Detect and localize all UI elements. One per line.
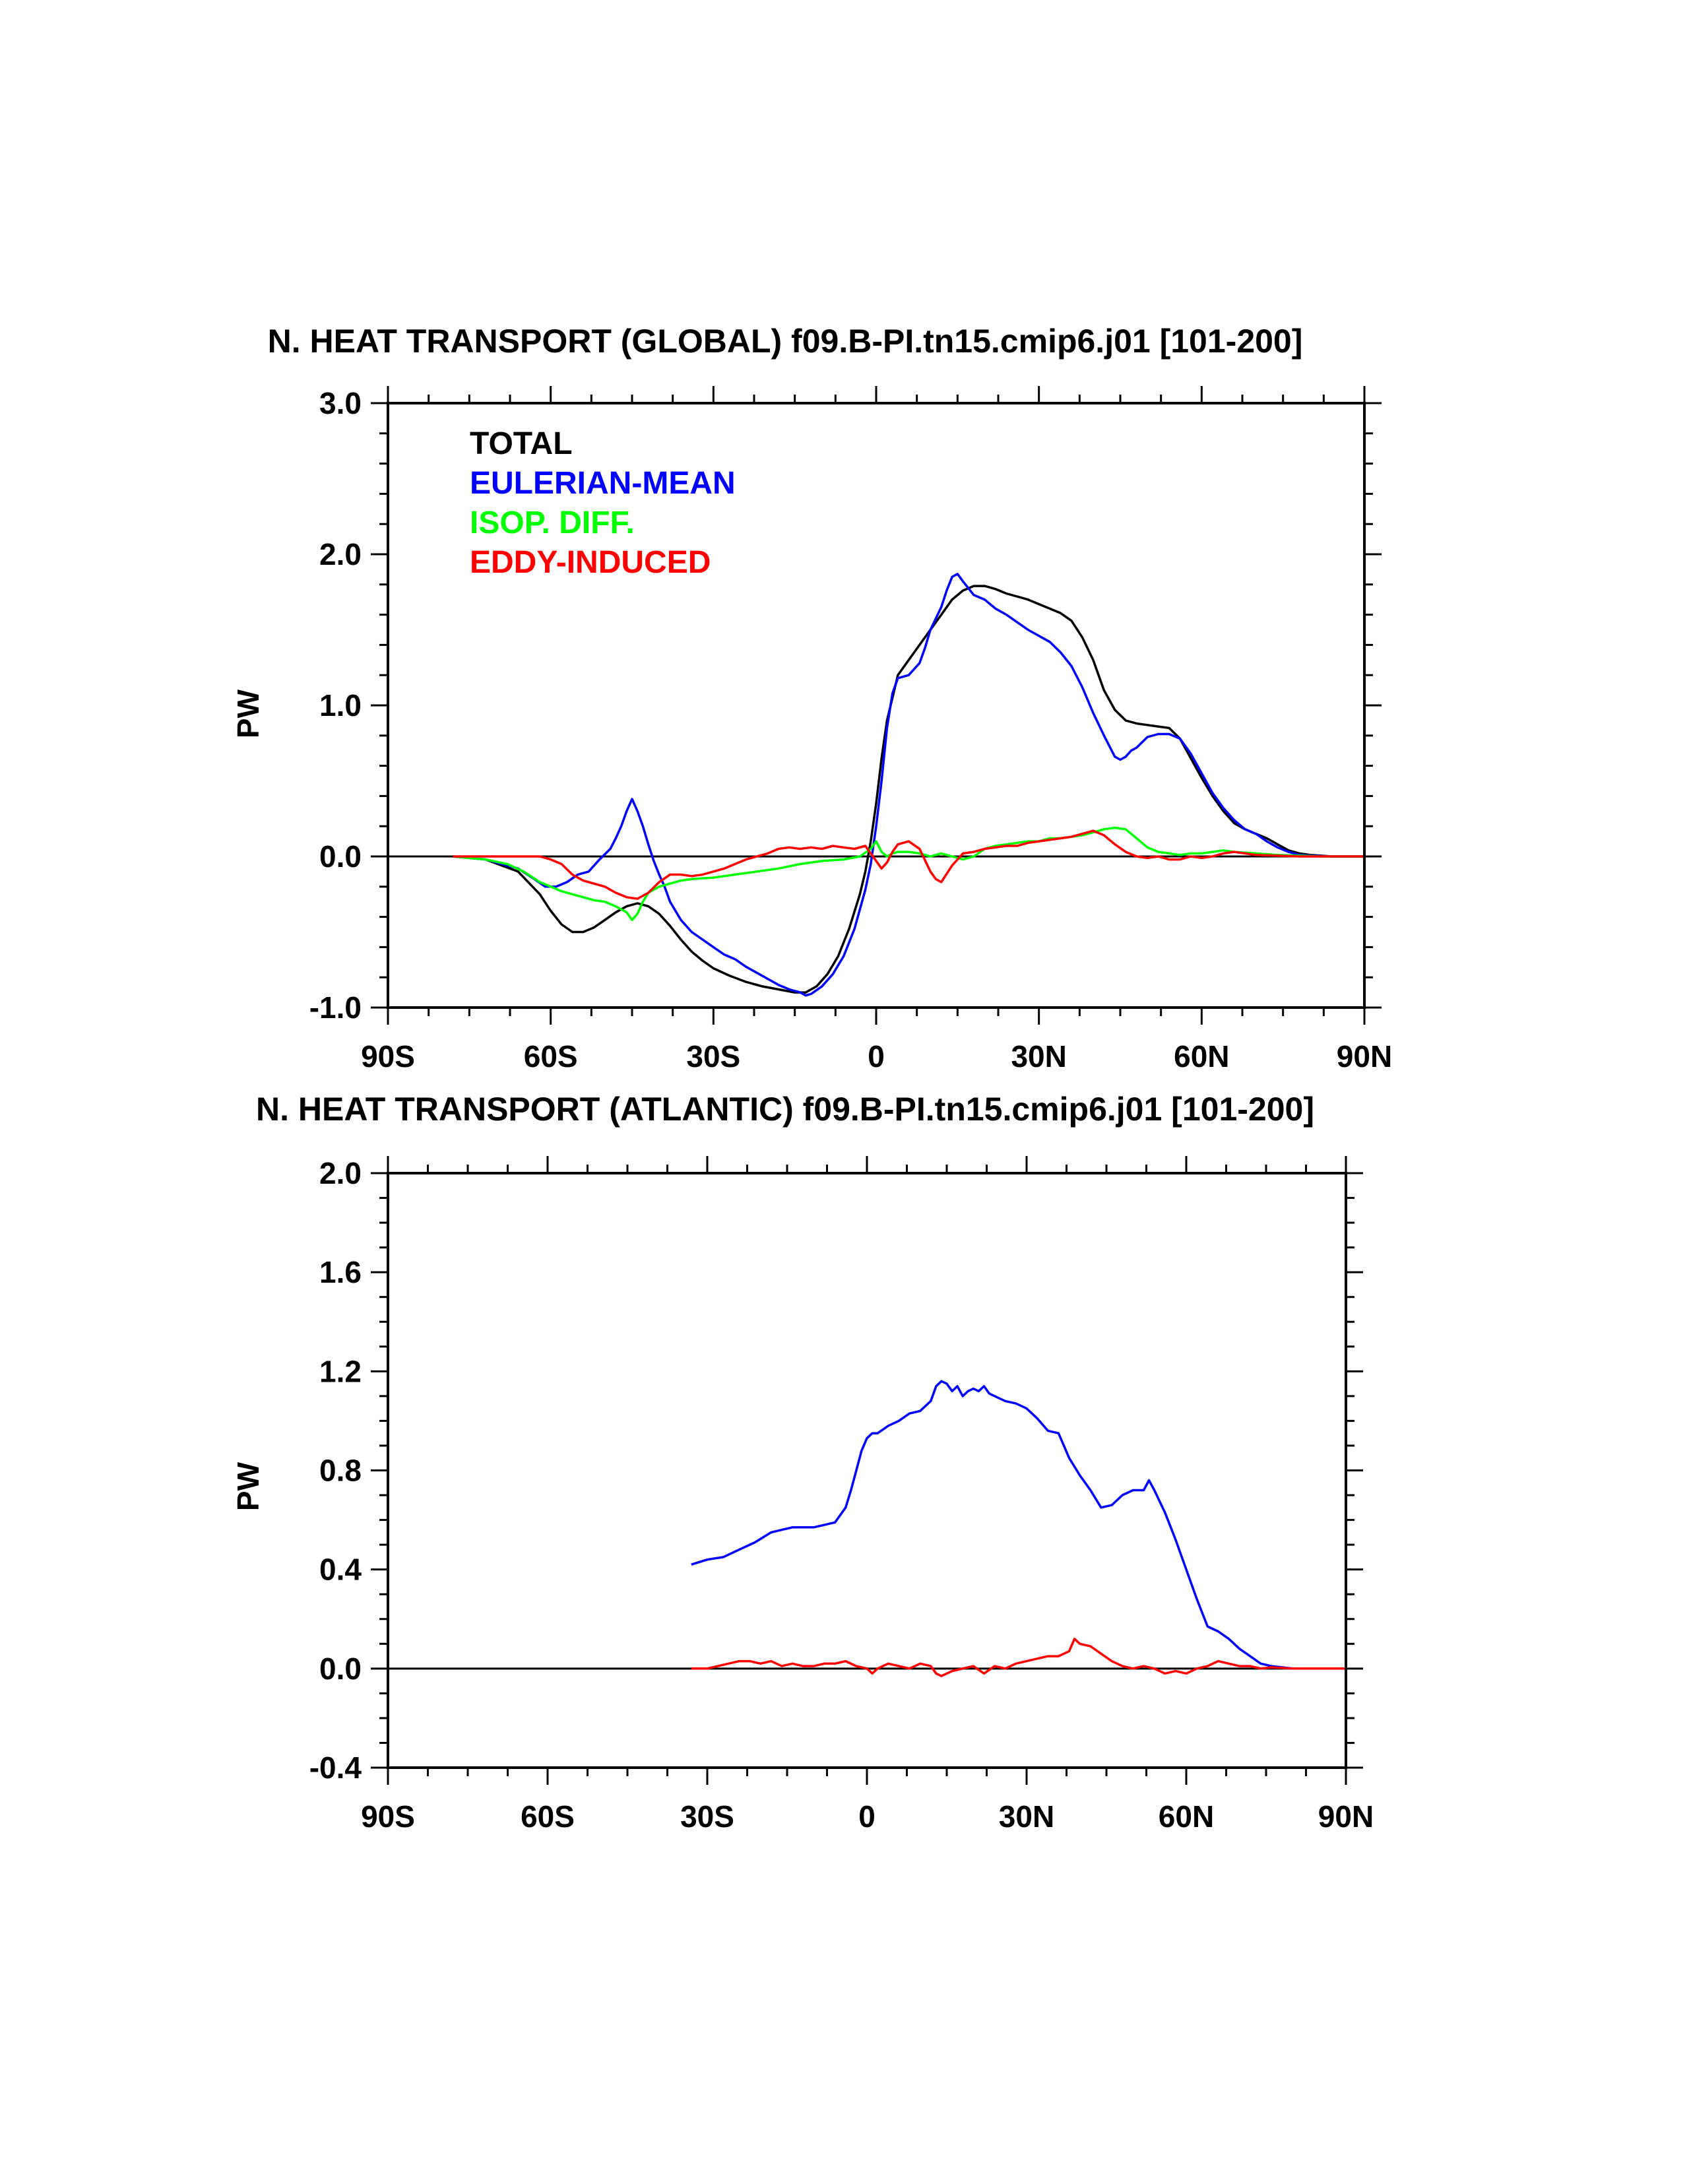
x-tick-label: 60N — [1174, 1039, 1229, 1074]
y-tick-label: 1.6 — [319, 1255, 362, 1289]
y-tick-label: 2.0 — [319, 537, 362, 571]
legend-item-isop-diff: ISOP. DIFF. — [470, 505, 635, 540]
x-tick-label: 60S — [521, 1799, 575, 1834]
legend: TOTAL EULERIAN-MEAN ISOP. DIFF. EDDY-IND… — [470, 426, 736, 580]
series-line-total — [453, 585, 1364, 994]
series-line-isop-diff — [453, 826, 1364, 921]
plot-frame — [387, 1172, 1347, 1769]
y-tick-label: -0.4 — [309, 1750, 362, 1785]
series-line-eulerian-mean — [691, 1380, 1346, 1670]
x-tick-label: 60S — [524, 1039, 578, 1074]
x-tick-label: 30N — [999, 1799, 1054, 1834]
y-tick-label: 0.8 — [319, 1454, 362, 1488]
x-tick-label: 30N — [1011, 1039, 1066, 1074]
x-tick-label: 0 — [868, 1039, 885, 1074]
global-heat-transport-panel: N. HEAT TRANSPORT (GLOBAL) f09.B-PI.tn15… — [231, 323, 1392, 1074]
x-tick-label: 0 — [858, 1799, 876, 1834]
x-tick-label: 90S — [361, 1799, 415, 1834]
y-tick-label: 0.4 — [319, 1553, 362, 1587]
atlantic-heat-transport-panel: N. HEAT TRANSPORT (ATLANTIC) f09.B-PI.tn… — [231, 1091, 1374, 1834]
legend-item-eulerian-mean: EULERIAN-MEAN — [470, 466, 736, 501]
legend-item-total: TOTAL — [470, 426, 573, 461]
series-line-eddy-induced — [691, 1638, 1346, 1677]
legend-item-eddy-induced: EDDY-INDUCED — [470, 545, 711, 580]
y-tick-label: 1.2 — [319, 1354, 362, 1388]
series-line-eulerian-mean — [453, 573, 1364, 997]
y-tick-label: -1.0 — [309, 990, 362, 1025]
x-tick-label: 90S — [361, 1039, 415, 1074]
y-tick-label: 3.0 — [319, 386, 362, 420]
x-tick-label: 30S — [686, 1039, 740, 1074]
y-tick-label: 0.0 — [319, 839, 362, 874]
x-tick-label: 60N — [1159, 1799, 1214, 1834]
chart-title-global: N. HEAT TRANSPORT (GLOBAL) f09.B-PI.tn15… — [268, 323, 1303, 360]
y-tick-label: 1.0 — [319, 688, 362, 723]
x-tick-label: 30S — [680, 1799, 734, 1834]
chart-title-atlantic: N. HEAT TRANSPORT (ATLANTIC) f09.B-PI.tn… — [256, 1091, 1314, 1128]
y-axis-label-global: PW — [231, 689, 265, 738]
x-tick-label: 90N — [1318, 1799, 1374, 1834]
x-tick-label: 90N — [1337, 1039, 1392, 1074]
y-axis-label-atlantic: PW — [231, 1461, 265, 1511]
y-tick-label: 2.0 — [319, 1156, 362, 1190]
y-tick-label: 0.0 — [319, 1652, 362, 1686]
series-line-eddy-induced — [453, 829, 1364, 900]
